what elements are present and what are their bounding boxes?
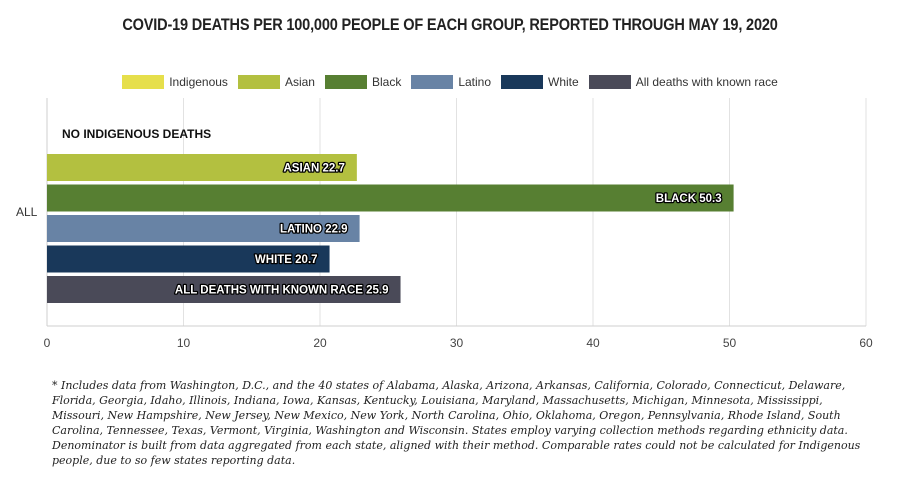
legend-label: Black bbox=[371, 75, 402, 89]
legend-label: Asian bbox=[284, 75, 315, 89]
bar bbox=[47, 215, 360, 242]
legend-item: Black bbox=[324, 75, 402, 89]
bar-label: ALL DEATHS WITH KNOWN RACE 25.9 bbox=[175, 285, 389, 297]
bar bbox=[47, 276, 401, 303]
bar-label: BLACK 50.3 bbox=[656, 193, 722, 205]
legend-label: White bbox=[548, 75, 579, 89]
legend-item: Asian bbox=[237, 75, 315, 89]
x-tick-label: 30 bbox=[450, 336, 464, 350]
bar-label: LATINO 22.9 bbox=[280, 224, 348, 236]
x-tick-label: 50 bbox=[723, 336, 737, 350]
category-label: ALL bbox=[16, 205, 38, 219]
legend-swatch bbox=[411, 75, 454, 89]
legend-label: Latino bbox=[458, 75, 492, 89]
x-tick-label: 60 bbox=[859, 336, 873, 350]
bar bbox=[47, 245, 330, 273]
legend-item: White bbox=[501, 75, 579, 89]
bar bbox=[47, 184, 734, 212]
bar bbox=[47, 154, 357, 181]
footnote: * Includes data from Washington, D.C., a… bbox=[52, 379, 861, 467]
legend-swatch bbox=[588, 75, 631, 89]
legend-item: Indigenous bbox=[122, 75, 228, 89]
legend-swatch bbox=[501, 75, 544, 89]
chart-title: COVID-19 DEATHS PER 100,000 PEOPLE OF EA… bbox=[122, 16, 778, 34]
x-tick-label: 0 bbox=[44, 336, 51, 350]
chart-legend: Indigenous Asian Black Latino White All death… bbox=[0, 75, 900, 89]
bar-label: ASIAN 22.7 bbox=[283, 163, 344, 175]
bar-chart: 0 10 20 30 40 50 60 ALL NO INDIGENOUS DEATHS ASIA… bbox=[16, 98, 873, 350]
legend-label: Indigenous bbox=[169, 75, 228, 89]
legend-swatch bbox=[237, 75, 280, 89]
legend-swatch bbox=[324, 75, 367, 89]
annotation-label: NO INDIGENOUS DEATHS bbox=[62, 127, 211, 141]
legend-item: Latino bbox=[411, 75, 491, 89]
legend-label: All deaths with known race bbox=[635, 75, 778, 89]
x-tick-label: 10 bbox=[177, 336, 191, 350]
bar-label: WHITE 20.7 bbox=[255, 254, 318, 266]
legend-item: All deaths with known race bbox=[588, 75, 778, 89]
x-tick-label: 40 bbox=[586, 336, 600, 350]
x-tick-label: 20 bbox=[313, 336, 327, 350]
legend-swatch bbox=[122, 75, 165, 89]
